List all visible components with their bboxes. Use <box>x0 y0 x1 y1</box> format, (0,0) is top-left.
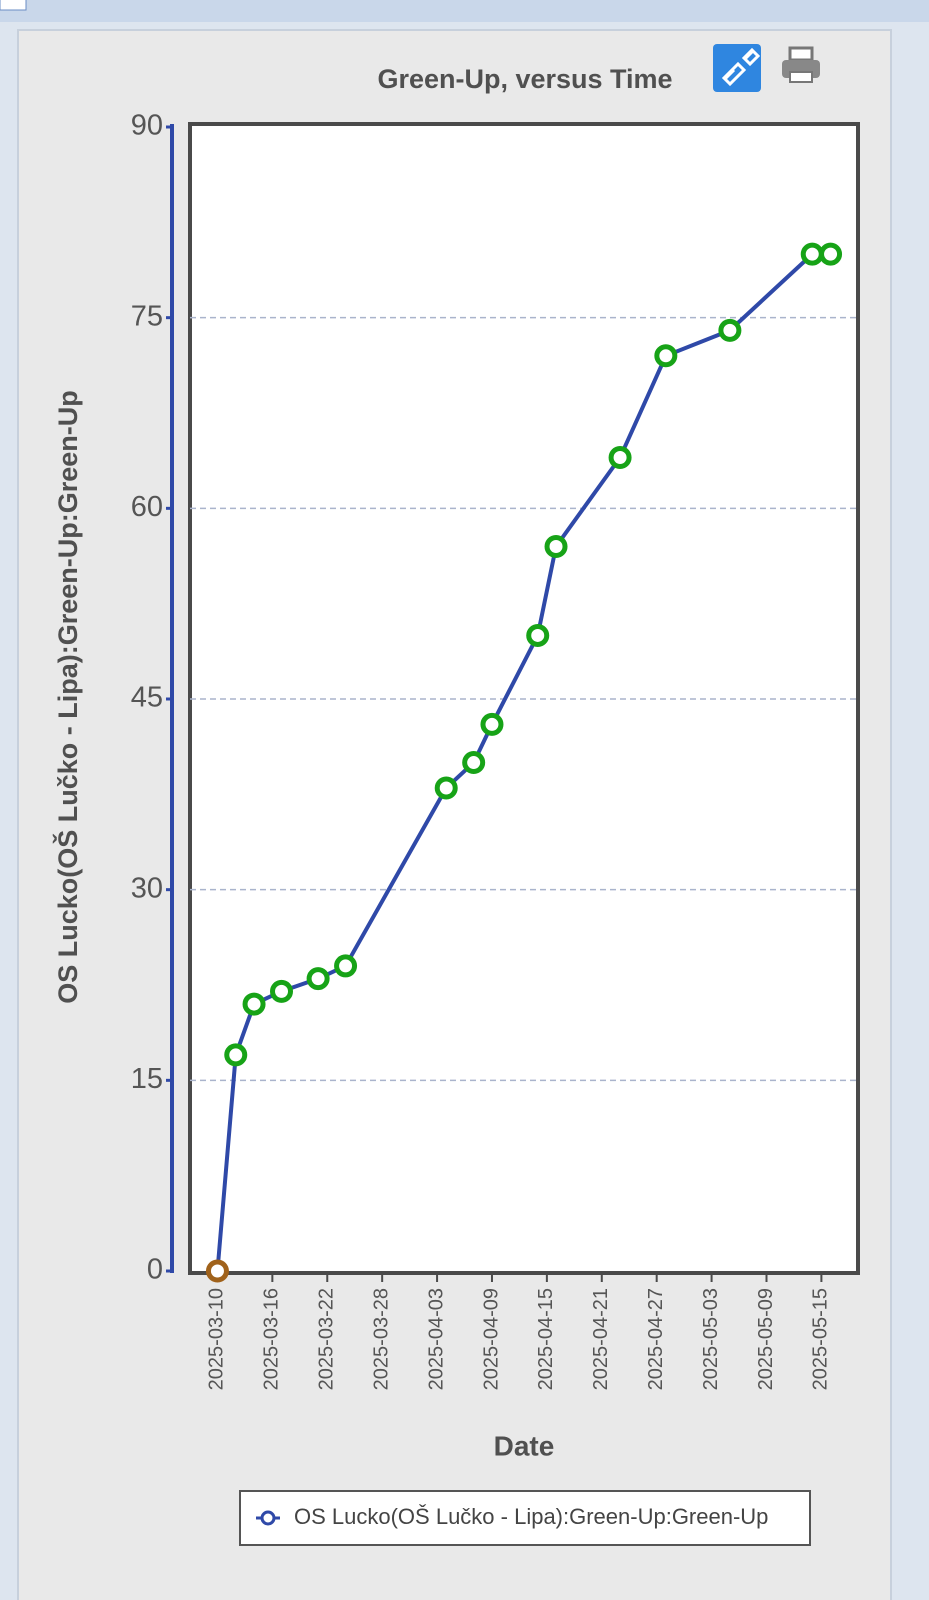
data-point <box>334 954 358 978</box>
x-tick-label: 2025-04-09 <box>480 1288 502 1390</box>
x-axis-title: Date <box>494 1430 555 1461</box>
x-tick-label: 2025-04-15 <box>535 1288 557 1390</box>
data-point <box>224 1043 248 1067</box>
x-tick-label: 2025-05-09 <box>755 1288 777 1390</box>
legend-label: OS Lucko(OŠ Lučko - Lipa):Green-Up:Green… <box>294 1504 768 1529</box>
link-button[interactable] <box>713 44 761 92</box>
data-point <box>654 344 678 368</box>
x-tick-label: 2025-05-15 <box>810 1288 832 1390</box>
y-axis-title: OS Lucko(OŠ Lučko - Lipa):Green-Up:Green… <box>52 390 83 1004</box>
data-point <box>434 776 458 800</box>
data-point <box>608 445 632 469</box>
x-tick-label: 2025-03-22 <box>316 1288 338 1390</box>
legend <box>239 1490 811 1546</box>
link-icon[interactable] <box>721 47 761 87</box>
x-tick-label: 2025-03-10 <box>206 1288 228 1390</box>
y-tick-label: 60 <box>131 491 163 523</box>
x-tick-label: 2025-04-21 <box>590 1288 612 1390</box>
y-tick-label: 30 <box>131 872 163 904</box>
series-line <box>215 252 831 1272</box>
y-tick-label: 75 <box>131 300 163 332</box>
x-tick-label: 2025-03-16 <box>261 1288 283 1390</box>
y-tick-label: 45 <box>131 682 163 714</box>
data-point <box>480 712 504 736</box>
data-point <box>205 1259 229 1283</box>
data-point <box>242 992 266 1016</box>
print-button[interactable] <box>782 46 820 83</box>
data-point <box>462 751 486 775</box>
window-icon <box>0 0 27 11</box>
print-paper[interactable] <box>788 46 814 62</box>
data-point <box>526 623 550 647</box>
x-tick-label: 2025-04-27 <box>645 1288 667 1390</box>
y-tick-label: 90 <box>131 110 163 142</box>
x-tick-label: 2025-05-03 <box>700 1288 722 1390</box>
chart-title: Green-Up, versus Time <box>377 64 672 94</box>
x-tick-label: 2025-04-03 <box>425 1288 447 1390</box>
data-point <box>270 979 294 1003</box>
print-tray[interactable] <box>789 71 813 83</box>
data-point <box>718 318 742 342</box>
title-bar <box>0 0 929 22</box>
y-tick-label: 0 <box>147 1254 163 1286</box>
data-point <box>819 242 843 266</box>
y-tick-label: 15 <box>131 1063 163 1095</box>
legend-marker <box>260 1510 276 1526</box>
data-point <box>306 967 330 991</box>
x-tick-label: 2025-03-28 <box>370 1288 392 1390</box>
data-point <box>800 242 824 266</box>
data-point <box>544 534 568 558</box>
